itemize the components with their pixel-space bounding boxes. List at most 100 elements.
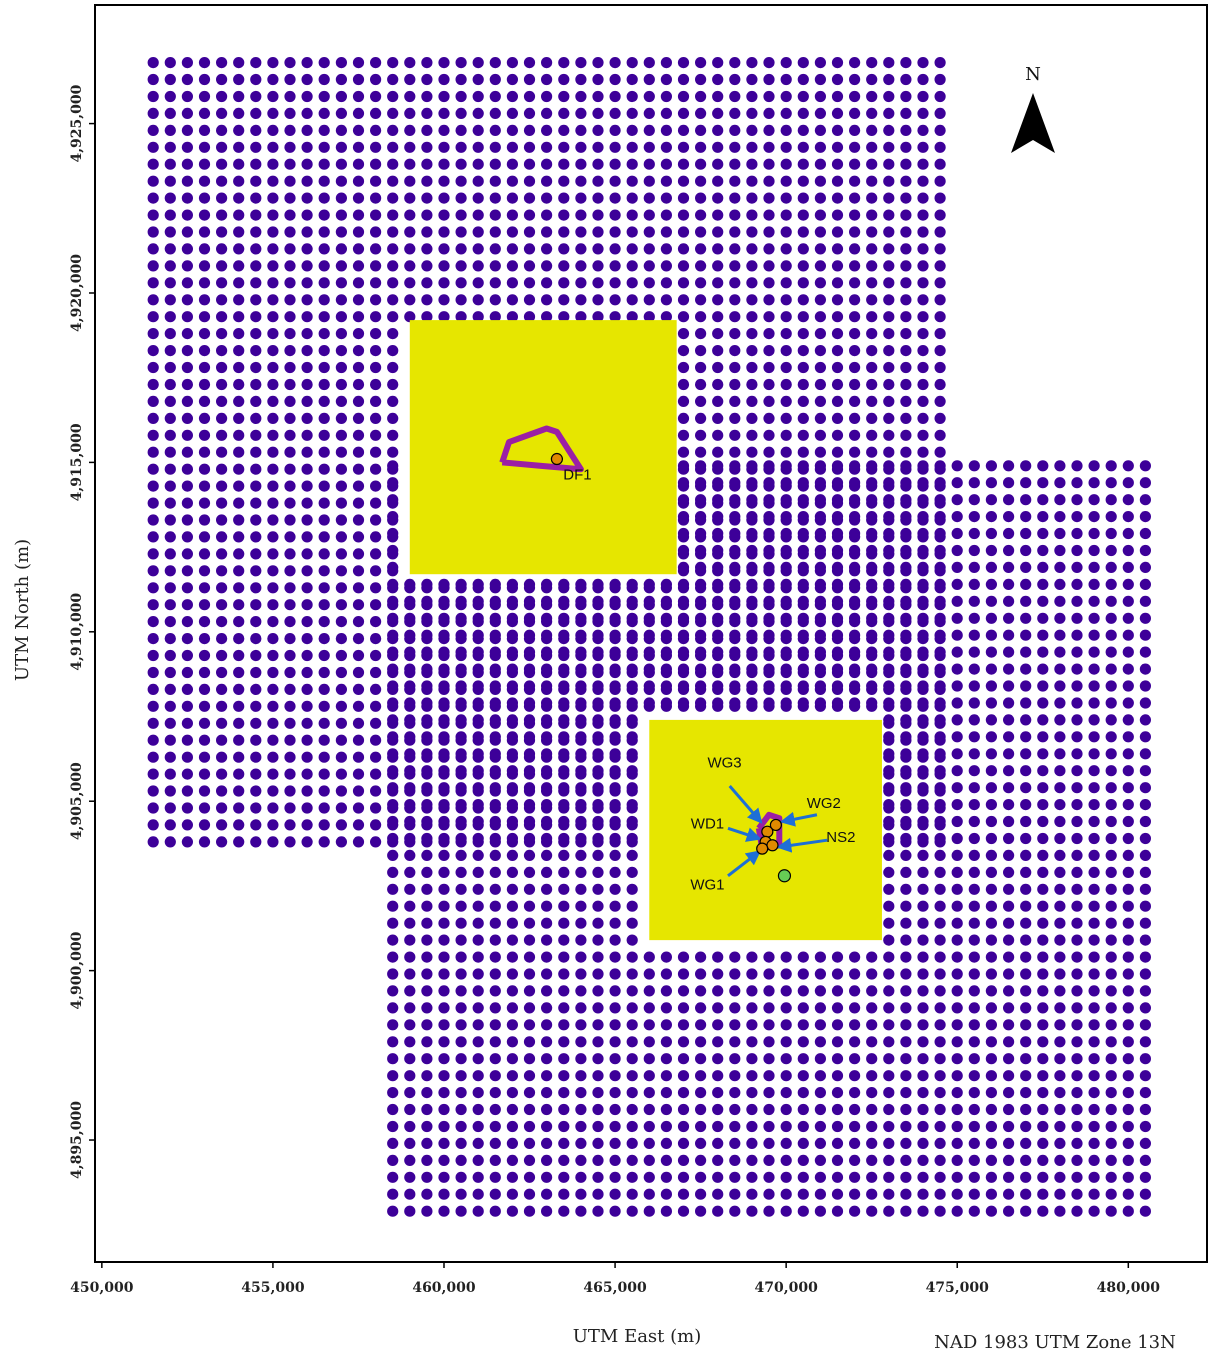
receptor-dot xyxy=(164,700,176,712)
receptor-dot xyxy=(814,311,827,323)
receptor-dot xyxy=(541,243,553,255)
receptor-dot xyxy=(352,633,365,645)
receptor-dot xyxy=(849,460,861,472)
receptor-dot xyxy=(729,175,741,187)
receptor-dot xyxy=(849,141,861,153)
receptor-dot xyxy=(831,1171,844,1183)
receptor-dot xyxy=(506,578,518,591)
receptor-dot xyxy=(677,951,690,963)
receptor-dot xyxy=(1105,1019,1117,1031)
receptor-dot xyxy=(934,209,946,221)
receptor-dot xyxy=(763,697,775,709)
receptor-dot xyxy=(1037,934,1049,946)
receptor-dot xyxy=(1105,917,1117,929)
receptor-dot xyxy=(181,751,193,763)
receptor-dot xyxy=(934,477,946,489)
receptor-dot xyxy=(370,666,382,679)
receptor-dot xyxy=(626,192,638,204)
receptor-dot xyxy=(763,663,775,675)
receptor-dot xyxy=(1037,510,1049,523)
receptor-dot xyxy=(284,57,296,69)
receptor-dot xyxy=(421,612,433,624)
receptor-dot xyxy=(643,175,655,187)
receptor-dot xyxy=(968,1205,980,1217)
receptor-dot xyxy=(849,1002,861,1014)
receptor-dot xyxy=(746,395,758,407)
receptor-dot xyxy=(780,1103,792,1116)
receptor-dot xyxy=(421,595,433,607)
receptor-dot xyxy=(831,1036,844,1048)
receptor-dot xyxy=(558,866,570,879)
receptor-dot xyxy=(181,277,193,289)
receptor-dot xyxy=(677,395,690,407)
receptor-dot xyxy=(472,1188,484,1200)
receptor-dot xyxy=(883,629,895,641)
receptor-dot xyxy=(335,345,347,357)
receptor-dot xyxy=(1139,1053,1151,1065)
receptor-dot xyxy=(763,1154,775,1166)
receptor-dot xyxy=(1122,1070,1134,1082)
receptor-dot xyxy=(1105,1205,1117,1217)
receptor-dot xyxy=(831,494,844,506)
receptor-dot xyxy=(421,917,433,929)
receptor-dot xyxy=(729,107,741,119)
receptor-dot xyxy=(677,697,690,709)
receptor-dot xyxy=(934,951,946,963)
receptor-dot xyxy=(797,510,809,523)
receptor-dot xyxy=(1071,714,1083,726)
receptor-dot xyxy=(1037,765,1049,777)
receptor-dot xyxy=(985,782,998,794)
receptor-dot xyxy=(797,395,809,407)
receptor-dot xyxy=(780,1019,792,1031)
receptor-dot xyxy=(797,141,809,153)
receptor-dot xyxy=(609,731,621,743)
receptor-dot xyxy=(780,951,792,963)
receptor-dot xyxy=(233,785,245,797)
receptor-dot xyxy=(147,345,159,357)
receptor-dot xyxy=(387,226,399,238)
receptor-dot xyxy=(951,1070,963,1082)
receptor-dot xyxy=(455,883,467,895)
receptor-dot xyxy=(250,378,262,391)
receptor-dot xyxy=(181,226,193,238)
receptor-dot xyxy=(609,1002,621,1014)
receptor-dot xyxy=(318,345,330,357)
receptor-dot xyxy=(917,663,929,675)
receptor-dot xyxy=(164,124,176,136)
receptor-dot xyxy=(506,192,518,204)
receptor-dot xyxy=(1071,815,1083,828)
receptor-dot xyxy=(541,1137,553,1149)
receptor-dot xyxy=(181,260,193,272)
receptor-dot xyxy=(267,294,279,306)
receptor-dot xyxy=(1122,595,1134,607)
receptor-dot xyxy=(198,633,211,645)
receptor-dot xyxy=(1037,663,1049,675)
receptor-dot xyxy=(1037,731,1049,743)
receptor-dot xyxy=(626,1087,638,1099)
receptor-dot xyxy=(797,951,809,963)
receptor-dot xyxy=(1003,1103,1015,1116)
receptor-dot xyxy=(421,175,433,187)
source-wg2 xyxy=(769,818,782,832)
receptor-dot xyxy=(318,107,330,119)
receptor-dot xyxy=(746,277,758,289)
receptor-dot xyxy=(729,494,741,506)
receptor-dot xyxy=(404,243,416,255)
receptor-dot xyxy=(387,985,399,997)
receptor-dot xyxy=(455,158,467,170)
receptor-dot xyxy=(609,663,621,675)
receptor-dot xyxy=(523,951,536,963)
receptor-dot xyxy=(1105,1053,1117,1065)
receptor-dot xyxy=(746,1053,758,1065)
receptor-dot xyxy=(849,345,861,357)
receptor-dot xyxy=(900,361,912,374)
receptor-dot xyxy=(849,1053,861,1065)
receptor-dot xyxy=(695,260,707,272)
receptor-dot xyxy=(797,277,809,289)
receptor-dot xyxy=(729,697,741,709)
receptor-dot xyxy=(352,768,365,780)
receptor-dot xyxy=(985,629,998,641)
receptor-dot xyxy=(900,124,912,136)
receptor-dot xyxy=(917,985,929,997)
receptor-dot xyxy=(763,141,775,153)
